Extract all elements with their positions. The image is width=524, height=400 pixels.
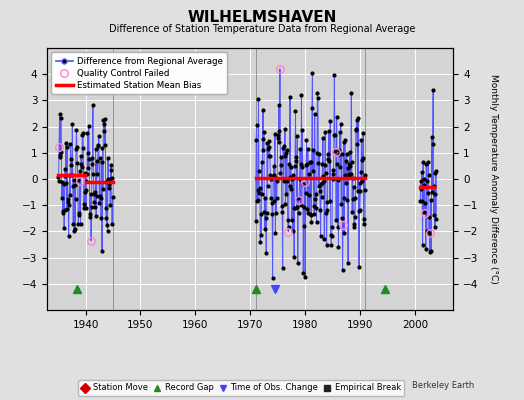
Y-axis label: Monthly Temperature Anomaly Difference (°C): Monthly Temperature Anomaly Difference (… — [489, 74, 498, 284]
Text: Berkeley Earth: Berkeley Earth — [412, 381, 474, 390]
Text: WILHELMSHAVEN: WILHELMSHAVEN — [187, 10, 337, 25]
Text: Difference of Station Temperature Data from Regional Average: Difference of Station Temperature Data f… — [109, 24, 415, 34]
Legend: Difference from Regional Average, Quality Control Failed, Estimated Station Mean: Difference from Regional Average, Qualit… — [51, 52, 227, 94]
Legend: Station Move, Record Gap, Time of Obs. Change, Empirical Break: Station Move, Record Gap, Time of Obs. C… — [78, 380, 404, 396]
